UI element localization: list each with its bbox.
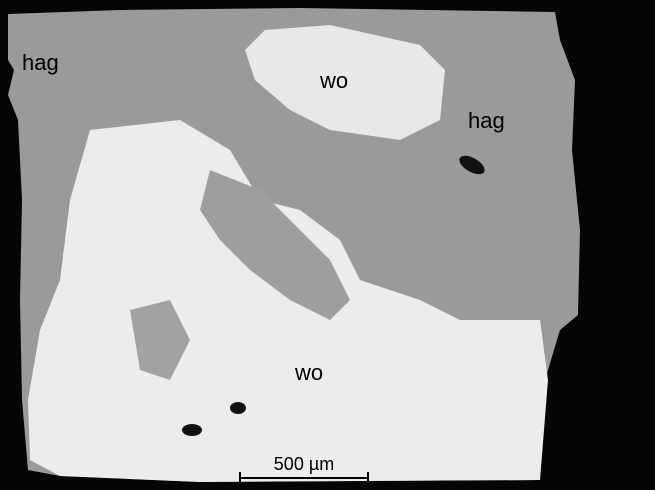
scale-bar-label: 500 µm	[274, 454, 334, 474]
mineral-label: hag	[468, 108, 505, 133]
mineral-label: wo	[319, 68, 348, 93]
micrograph: hag wo hag wo 500 µm	[0, 0, 655, 490]
pore	[182, 424, 202, 436]
pore	[230, 402, 246, 414]
mineral-label: hag	[22, 50, 59, 75]
mineral-label: wo	[294, 360, 323, 385]
